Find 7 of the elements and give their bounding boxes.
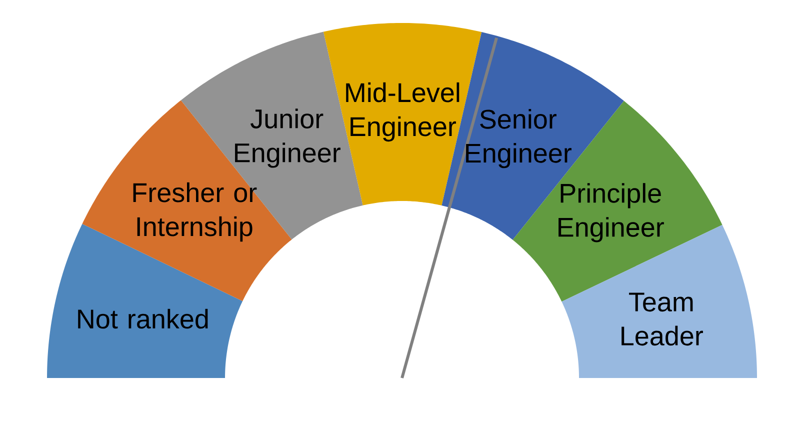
- slice-label: Fresher or Internship: [133, 182, 257, 242]
- slice-label: Mid-Level Engineer: [346, 82, 460, 142]
- slice-label: Not ranked: [78, 308, 208, 329]
- slice-label: Team Leader: [622, 292, 703, 346]
- slice-label: Senior Engineer: [466, 108, 572, 168]
- slice-label: Principle Engineer: [558, 183, 664, 242]
- slice-label: Junior Engineer: [235, 108, 340, 168]
